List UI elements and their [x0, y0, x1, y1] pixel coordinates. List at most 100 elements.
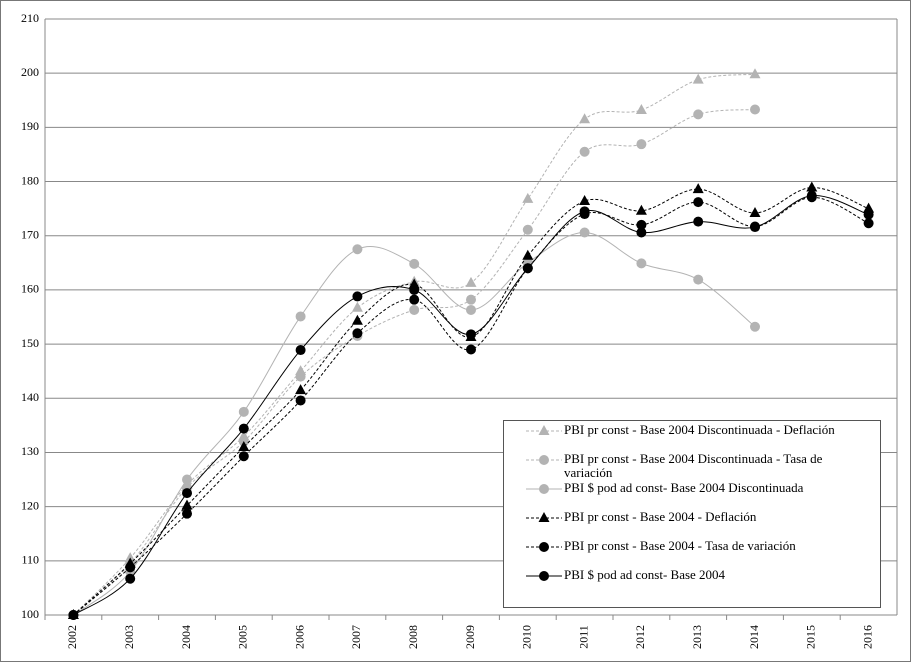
marker: [579, 146, 590, 157]
marker: [538, 425, 550, 435]
marker: [295, 311, 306, 322]
marker: [182, 508, 192, 519]
marker: [466, 329, 476, 340]
y-tick-label: 180: [21, 173, 39, 187]
legend-swatch: [526, 484, 562, 494]
marker: [692, 183, 704, 194]
marker: [692, 73, 704, 84]
series-line: [73, 195, 869, 616]
legend-label: PBI $ pod ad const- Base 2004: [564, 567, 726, 582]
marker: [466, 294, 476, 305]
marker: [295, 345, 306, 356]
legend-label: PBI $ pod ad const- Base 2004 Discontinu…: [564, 480, 804, 495]
marker: [352, 244, 363, 255]
marker: [538, 512, 550, 522]
marker: [125, 573, 136, 584]
marker: [295, 371, 306, 382]
marker: [238, 451, 249, 462]
marker: [806, 181, 818, 192]
marker: [579, 113, 591, 124]
marker: [351, 301, 363, 312]
x-tick-label: 2016: [860, 625, 874, 649]
marker: [539, 571, 549, 581]
marker: [352, 328, 363, 339]
x-tick-label: 2008: [406, 625, 420, 649]
legend-entry: PBI pr const - Base 2004 - Deflación: [504, 510, 880, 539]
y-tick-label: 140: [21, 390, 39, 404]
marker: [522, 249, 534, 260]
legend-swatch: [526, 455, 562, 465]
marker: [635, 104, 647, 115]
x-tick-label: 2003: [122, 625, 136, 649]
marker: [636, 258, 647, 269]
marker: [749, 68, 761, 79]
marker: [539, 455, 549, 465]
marker: [539, 542, 549, 552]
y-tick-label: 160: [21, 282, 39, 296]
marker: [522, 263, 533, 274]
marker: [352, 291, 363, 302]
y-tick-label: 190: [21, 119, 39, 133]
marker: [750, 321, 760, 332]
marker: [579, 195, 591, 206]
x-tick-label: 2006: [292, 625, 306, 649]
marker: [182, 488, 192, 499]
y-tick-label: 150: [21, 336, 39, 350]
x-tick-label: 2014: [747, 625, 761, 649]
marker: [863, 202, 875, 213]
marker: [238, 423, 249, 434]
marker: [409, 304, 420, 315]
marker: [579, 206, 590, 217]
marker: [295, 395, 306, 406]
legend-swatch: [526, 512, 562, 522]
x-tick-label: 2013: [690, 625, 704, 649]
marker: [636, 227, 647, 238]
marker: [863, 218, 874, 229]
x-tick-label: 2005: [236, 625, 250, 649]
marker: [466, 344, 476, 355]
marker: [466, 304, 476, 315]
marker: [539, 484, 549, 494]
x-tick-label: 2015: [804, 625, 818, 649]
marker: [125, 562, 136, 573]
marker: [579, 227, 590, 238]
marker: [295, 384, 307, 395]
marker: [181, 499, 193, 510]
legend-entry: PBI pr const - Base 2004 Discontinuada -…: [504, 452, 880, 481]
legend-swatch: [526, 425, 562, 435]
marker: [693, 216, 704, 227]
y-tick-label: 100: [21, 607, 39, 621]
marker: [182, 474, 192, 485]
marker: [636, 139, 647, 150]
marker: [806, 190, 817, 201]
legend-label: PBI pr const - Base 2004 Discontinuada -…: [564, 422, 835, 437]
y-tick-label: 110: [21, 553, 39, 567]
marker: [522, 224, 533, 235]
legend-label: PBI pr const - Base 2004 Discontinuada -…: [564, 451, 823, 480]
y-tick-label: 170: [21, 227, 39, 241]
marker: [351, 314, 363, 325]
legend-label: PBI pr const - Base 2004 - Tasa de varia…: [564, 538, 796, 553]
legend-entry: PBI $ pod ad const- Base 2004 Discontinu…: [504, 481, 880, 510]
y-tick-label: 200: [21, 65, 39, 79]
legend-swatch: [526, 571, 562, 581]
marker: [635, 204, 647, 215]
x-tick-label: 2009: [463, 625, 477, 649]
marker: [409, 258, 420, 269]
marker: [409, 294, 420, 305]
legend: PBI pr const - Base 2004 Discontinuada -…: [503, 420, 881, 608]
marker: [750, 104, 760, 115]
x-tick-label: 2012: [633, 625, 647, 649]
marker: [522, 192, 534, 203]
legend-entry: PBI $ pod ad const- Base 2004: [504, 568, 880, 597]
legend-entry: PBI pr const - Base 2004 - Tasa de varia…: [504, 539, 880, 568]
x-tick-label: 2004: [179, 625, 193, 649]
marker: [238, 406, 249, 417]
marker: [693, 109, 704, 120]
marker: [238, 441, 250, 452]
legend-label: PBI pr const - Base 2004 - Deflación: [564, 509, 757, 524]
x-tick-label: 2010: [520, 625, 534, 649]
marker: [693, 274, 704, 285]
y-tick-label: 210: [21, 11, 39, 25]
